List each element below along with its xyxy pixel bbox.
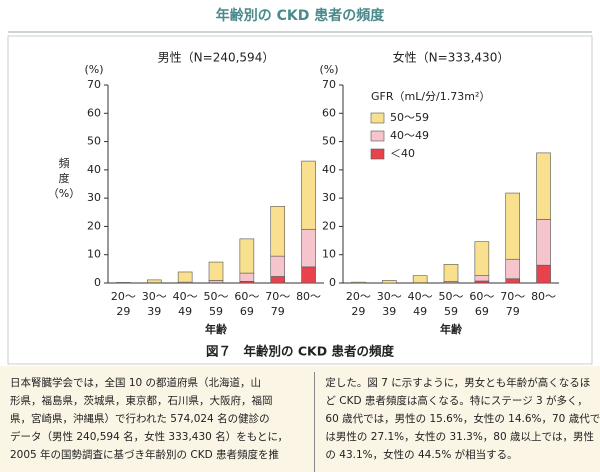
y-tick-label: 40 (322, 163, 336, 176)
x-tick-label: 80～ (531, 290, 556, 303)
x-tick-label: 80～ (296, 290, 321, 303)
x-tick-label: 40～ 49 (173, 290, 198, 318)
text-line: 60 歳代では，男性の 15.6%，女性の 14.6%，70 歳代で (325, 413, 600, 425)
chart-title: 女性（N=333,430） (393, 50, 510, 65)
y-tick-label: 30 (87, 191, 101, 204)
y-tick-label: 10 (87, 248, 101, 261)
bar-segment (505, 278, 521, 284)
x-tick-label: 50～ 59 (439, 290, 464, 318)
bar-segment (536, 219, 551, 266)
bar-segment (474, 241, 490, 276)
y-tick-label: 70 (87, 78, 101, 91)
y-axis-label: 頻度（%） (48, 156, 80, 200)
x-tick-label: 70～ 79 (500, 290, 525, 318)
text-line: 形県，福島県，茨城県，東京都，石川県，大阪府，福岡 (10, 395, 273, 407)
text-line: 定した。図 7 に示すように，男女とも年齢が高くなるほ (325, 377, 591, 389)
x-tick-label: 20～ 29 (346, 290, 371, 318)
legend-label: 50～59 (390, 111, 429, 124)
text-line: データ（男性 240,594 名，女性 333,430 名）をもとに， (10, 431, 288, 443)
y-tick-label: 20 (87, 219, 101, 232)
bar-segment (536, 152, 551, 220)
bar-segment (301, 266, 316, 284)
bar-segment (474, 275, 490, 282)
y-tick-label: 0 (329, 276, 336, 289)
legend-title: GFR（mL/分/1.73m²） (371, 90, 490, 103)
x-tick-label: 30～ 39 (142, 290, 167, 318)
bar-segment (301, 228, 316, 268)
y-tick-label: 30 (322, 191, 336, 204)
x-tick-label: 20～ 29 (111, 290, 136, 318)
y-tick-label: 50 (322, 135, 336, 148)
text-line: の 43.1%，女性の 44.5% が相当する。 (325, 449, 518, 461)
x-tick-label: 70～ 79 (265, 290, 290, 318)
text-line: 日本腎臓学会では，全国 10 の都道府県（北海道，山 (10, 377, 262, 389)
bar-segment (270, 255, 286, 277)
bar-segment (146, 279, 162, 284)
figure-frame (7, 35, 593, 365)
legend-swatch (370, 112, 385, 124)
legend-label: 40～49 (390, 129, 429, 142)
bar-segment (116, 282, 131, 284)
body-column: 日本腎臓学会では，全国 10 の都道府県（北海道，山 形県，福島県，茨城県，東京都… (0, 366, 314, 472)
x-tick-label: 30～ 39 (377, 290, 402, 318)
x-tick-label: 60～ 69 (234, 290, 259, 318)
header-title: 年齢別の CKD 患者の頻度 (216, 7, 385, 24)
bar-segment (412, 275, 428, 284)
body-column: 定した。図 7 に示すように，男女とも年齢が高くなるほど CKD 患者頻度は高く… (314, 372, 600, 472)
bar-segment (443, 264, 459, 282)
bar-segment (208, 261, 224, 281)
legend-swatch (370, 148, 385, 160)
x-tick-label: 40～ 49 (408, 290, 433, 318)
bar-segment (301, 160, 316, 230)
legend-label: ＜40 (390, 147, 415, 160)
chart-title: 男性（N=240,594） (158, 51, 275, 65)
bar-segment (208, 280, 224, 284)
bar-segment (351, 281, 366, 284)
figure-caption: 図７ 年齢別の CKD 患者の頻度 (206, 344, 394, 359)
bar-segment (381, 280, 397, 284)
figure: 年齢別の CKD 患者の頻度 図７ 年齢別の CKD 患者の頻度 男性（N=24… (7, 7, 593, 365)
x-axis-label: 年齢 (205, 322, 228, 336)
bar-segment (270, 276, 286, 284)
text-line: は男性の 27.1%，女性の 31.3%，80 歳以上では，男性 (325, 431, 595, 443)
body-text: 日本腎臓学会では，全国 10 の都道府県（北海道，山 形県，福島県，茨城県，東京都… (0, 366, 600, 472)
legend-swatch (370, 130, 385, 142)
y-tick-label: 70 (322, 78, 336, 91)
y-unit: (%) (84, 63, 103, 76)
y-tick-label: 50 (87, 135, 101, 148)
text-line: 2005 年の国勢調査に基づき年齢別の CKD 患者頻度を推 (10, 449, 280, 461)
bar-segment (239, 238, 255, 274)
bar-segment (270, 206, 286, 257)
text-line: ど CKD 患者頻度は高くなる。特にステージ 3 が多く， (325, 395, 588, 407)
y-tick-label: 60 (322, 106, 336, 119)
y-tick-label: 60 (87, 106, 101, 119)
bar-segment (536, 264, 551, 284)
x-tick-label: 50～ 59 (204, 290, 229, 318)
y-unit: (%) (319, 63, 338, 76)
text-line: 県，宮崎県，沖縄県）で行われた 574,024 名の健診の (10, 413, 270, 425)
y-tick-label: 20 (322, 219, 336, 232)
bar-segment (177, 271, 193, 283)
x-axis-label: 年齢 (440, 322, 463, 336)
bar-segment (239, 272, 255, 282)
y-tick-label: 10 (322, 248, 336, 261)
y-tick-label: 0 (94, 276, 101, 289)
x-tick-label: 60～ 69 (469, 290, 494, 318)
bar-segment (505, 258, 521, 280)
bar-segment (505, 192, 521, 260)
y-tick-label: 40 (87, 163, 101, 176)
